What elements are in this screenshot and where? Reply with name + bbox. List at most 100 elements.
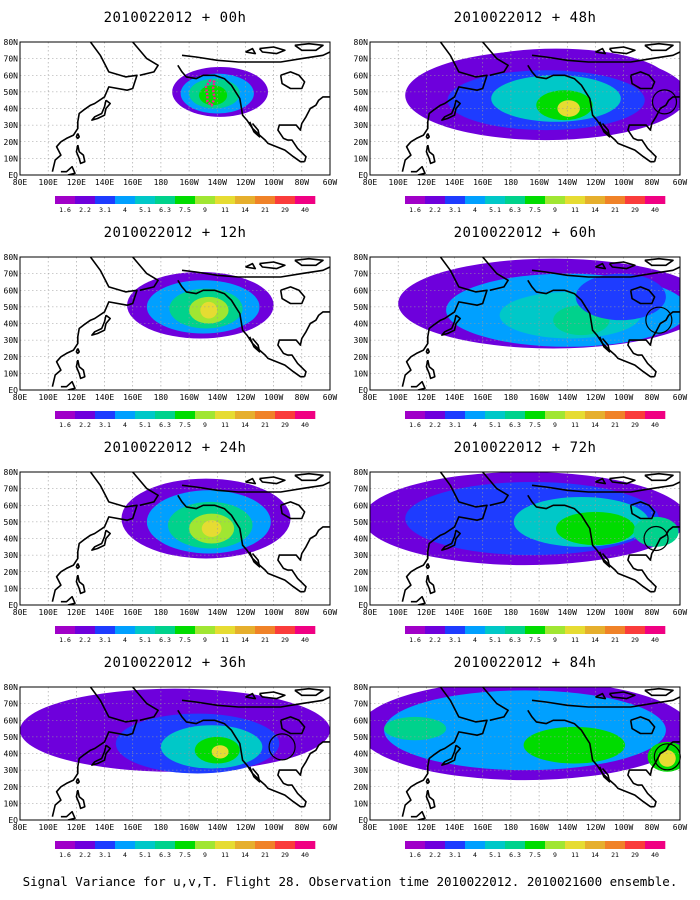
colorbar-swatch [585,626,606,634]
colorbar-label: 7.5 [179,851,191,859]
colorbar-label: 9 [553,421,557,429]
lon-tick-label: 160E [473,608,492,617]
colorbar-swatch [255,626,276,634]
colorbar-swatch [425,196,446,204]
coastline [531,696,680,708]
coastline [401,472,488,602]
lon-tick-label: 80E [363,608,378,617]
lat-tick-label: 70N [4,55,19,64]
colorbar-swatch [235,196,256,204]
map-frame [19,471,331,606]
coastline [91,744,111,766]
lat-tick-label: 50N [354,88,369,97]
colorbar-swatch [625,626,646,634]
map-frame [19,686,331,821]
lon-tick-label: 180 [504,178,519,187]
variance-contour [523,726,626,764]
colorbar-swatch [405,196,426,204]
lon-tick-label: 60W [323,608,338,617]
colorbar-label: 11 [571,851,579,859]
panel-title: 2010022012 + 72h [453,440,597,456]
colorbar-label: 5.1 [489,636,501,644]
lon-tick-label: 100W [264,178,283,187]
coastline [629,501,656,520]
lon-tick-label: 120W [586,393,605,402]
map-panel: 2010022012 + 48h 80N 70N 60N 50N 40N 30N 20N 10N… [350,0,700,215]
coastline [177,279,305,378]
colorbar-label: 5.1 [489,851,501,859]
variance-contour [633,516,679,547]
lat-tick-label: 70N [354,700,369,709]
coastline [401,257,488,387]
lat-tick-label: 20N [4,783,19,792]
colorbar-swatch [235,841,256,849]
coastline [425,348,430,355]
observation-circle [651,89,678,115]
coastline [608,46,636,55]
lon-tick-label: 160E [473,178,492,187]
colorbar-swatch [155,196,176,204]
lat-tick-label: 60N [4,501,19,510]
colorbar-swatch [135,626,156,634]
map-frame [19,41,331,176]
colorbar-swatch [295,626,316,634]
colorbar-label: 5.1 [489,206,501,214]
colorbar-label: 2.2 [429,851,441,859]
coastline [595,692,607,700]
lon-tick-label: 140E [445,178,464,187]
colorbar-label: 2.2 [79,851,91,859]
coastline [75,359,86,380]
colorbar-label: 21 [261,206,269,214]
coastline [75,789,86,810]
map-panel: 2010022012 + 84h 80N 70N 60N 50N 40N 30N 20N 10N… [350,645,700,860]
lat-tick-label: 60N [4,71,19,80]
lat-tick-label: 40N [354,320,369,329]
colorbar-swatch [215,626,236,634]
lon-tick-label: 100E [389,608,408,617]
figure-caption: Signal Variance for u,v,T. Flight 28. Ob… [22,874,678,889]
lat-tick-label: 70N [354,485,369,494]
colorbar-label: 3.1 [449,851,461,859]
lat-tick-label: 40N [4,105,19,114]
lon-tick-label: 140W [208,608,227,617]
colorbar-swatch [275,841,296,849]
colorbar-label: 11 [221,421,229,429]
coastline [181,481,330,493]
colorbar-swatch [295,841,316,849]
coastline [248,121,261,138]
lon-tick-label: 100E [389,178,408,187]
lat-tick-label: 20N [354,138,369,147]
coastline [75,144,86,165]
colorbar-swatch [645,626,666,634]
colorbar-swatch [645,841,666,849]
panel-title: 2010022012 + 36h [103,655,247,671]
lon-tick-label: 160E [123,608,142,617]
colorbar-swatch [55,626,76,634]
lat-tick-label: 80N [4,468,19,477]
colorbar-label: 9 [553,636,557,644]
colorbar-swatch [545,196,566,204]
panel-title: 2010022012 + 00h [103,10,247,26]
lat-tick-label: 80N [354,38,369,47]
colorbar-swatch [75,196,96,204]
coastline [425,563,430,570]
colorbar-swatch [295,411,316,419]
shaded-field [20,257,330,390]
colorbar-label: 7.5 [179,206,191,214]
lon-tick-label: 120W [586,608,605,617]
colorbar-swatch [485,196,506,204]
coastline [410,380,426,390]
colorbar-label: 2.2 [79,421,91,429]
coastline [482,257,509,292]
coastline [91,314,111,336]
colorbar-label: 14 [591,636,599,644]
lat-tick-label: EQ [358,386,368,395]
coastline [410,165,426,175]
colorbar-swatch [55,411,76,419]
lon-tick-label: 140W [208,178,227,187]
coastline [91,529,111,551]
colorbar-label: 6.3 [159,421,171,429]
lon-tick-label: 140E [95,393,114,402]
coastline [608,691,636,700]
colorbar-label: 6.3 [159,206,171,214]
